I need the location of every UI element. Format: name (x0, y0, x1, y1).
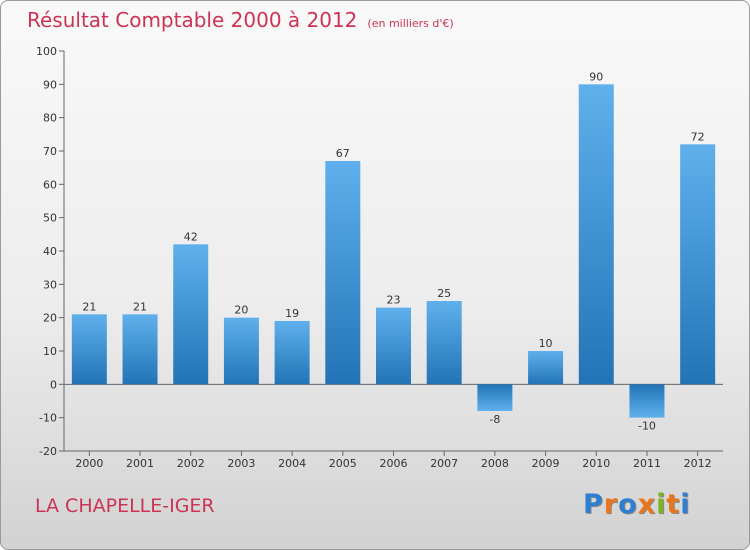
logo-letter: r (603, 489, 619, 520)
axes: -20 -10 0 10 20 30 40 50 60 70 80 90 100 2000 2001 2002… (36, 45, 723, 470)
y-tick-label: 10 (43, 345, 57, 358)
y-tick-label: 30 (43, 278, 57, 291)
logo-letter: i (656, 489, 667, 520)
bar (680, 144, 716, 385)
logo-letter: x (637, 489, 657, 520)
data-label: 23 (387, 294, 401, 307)
bar (528, 351, 564, 385)
bar (325, 161, 361, 385)
y-tick-label: 100 (36, 45, 57, 58)
proxiti-logo: Proxiti (583, 489, 691, 520)
bar (274, 321, 310, 385)
bar (426, 301, 462, 385)
y-tick-label: 60 (43, 178, 57, 191)
y-tick-label: 40 (43, 245, 57, 258)
bar (223, 317, 259, 385)
y-tick-label: -10 (39, 412, 57, 425)
bar (71, 314, 107, 385)
x-tick-label: 2001 (126, 457, 154, 470)
place-name: LA CHAPELLE-IGER (35, 495, 215, 517)
x-tick-label: 2007 (430, 457, 458, 470)
x-tick-label: 2008 (481, 457, 509, 470)
x-tick-label: 2000 (75, 457, 103, 470)
chart-unit: (en milliers d'€) (367, 17, 454, 30)
x-tick-label: 2003 (227, 457, 255, 470)
x-tick-label: 2002 (177, 457, 205, 470)
bars (71, 84, 716, 418)
bar (173, 244, 209, 385)
data-label: 10 (539, 337, 553, 350)
data-label: 67 (336, 147, 350, 160)
data-label: 19 (285, 307, 299, 320)
bar (122, 314, 158, 385)
logo-letter: P (583, 489, 604, 520)
y-tick-label: 0 (50, 378, 57, 391)
x-tick-label: 2012 (684, 457, 712, 470)
chart-title-text: Résultat Comptable 2000 à 2012 (27, 8, 358, 32)
y-tick-label: 80 (43, 112, 57, 125)
data-label: 25 (437, 287, 451, 300)
data-labels: 21 21 42 20 19 67 23 25 -8 10 90 -10 72 (82, 70, 704, 432)
bar (578, 84, 614, 385)
y-tick-label: 90 (43, 78, 57, 91)
logo-letter: o (618, 489, 638, 520)
logo-letter: i (680, 489, 691, 520)
data-label: -8 (489, 413, 500, 426)
x-tick-label: 2010 (582, 457, 610, 470)
data-label: 90 (589, 70, 603, 83)
y-tick-label: 50 (43, 212, 57, 225)
x-tick-label: 2005 (329, 457, 357, 470)
x-tick-label: 2009 (532, 457, 560, 470)
x-tick-label: 2011 (633, 457, 661, 470)
y-tick-label: -20 (39, 445, 57, 458)
y-tick-label: 20 (43, 312, 57, 325)
data-label: 42 (184, 230, 198, 243)
x-tick-label: 2004 (278, 457, 306, 470)
data-label: 72 (691, 130, 705, 143)
data-label: 20 (234, 304, 248, 317)
bar (629, 384, 665, 418)
data-label: -10 (638, 420, 656, 433)
data-label: 21 (82, 300, 96, 313)
y-tick-label: 70 (43, 145, 57, 158)
bar (376, 307, 411, 385)
chart-title: Résultat Comptable 2000 à 2012 (en millie… (27, 8, 454, 32)
x-tick-label: 2006 (380, 457, 408, 470)
data-label: 21 (133, 300, 147, 313)
bar (477, 384, 513, 411)
logo-letter: t (666, 489, 681, 520)
